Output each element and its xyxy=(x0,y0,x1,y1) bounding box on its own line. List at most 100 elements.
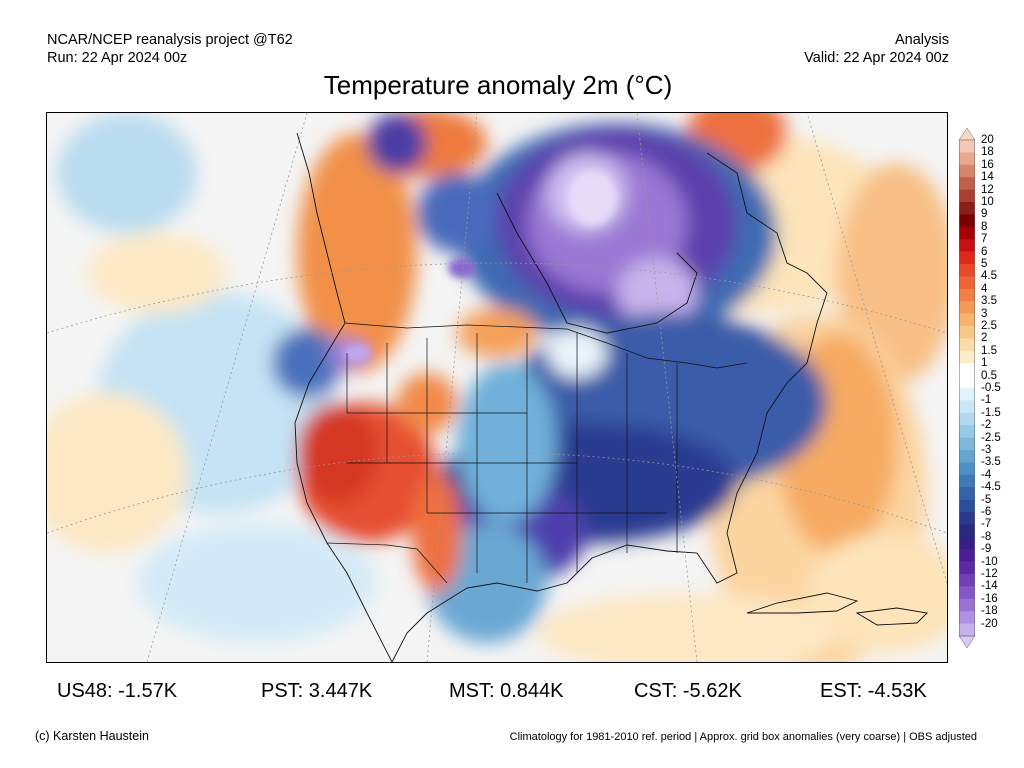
colorbar-swatch xyxy=(959,301,975,314)
anomaly-map-graphic xyxy=(47,113,947,662)
colorbar-label: -2 xyxy=(981,419,992,432)
anomaly-map xyxy=(46,112,948,663)
colorbar-swatch xyxy=(959,363,975,376)
colorbar-swatch xyxy=(959,425,975,438)
colorbar-label: 4 xyxy=(981,282,988,295)
colorbar-swatch xyxy=(959,450,975,463)
colorbar-swatch xyxy=(959,412,975,426)
analysis-label: Analysis xyxy=(895,32,949,48)
colorbar-label: 10 xyxy=(981,196,994,208)
colorbar-swatch xyxy=(959,499,975,513)
colorbar-label: -2.5 xyxy=(981,431,1001,444)
colorbar-label: 4.5 xyxy=(981,270,997,283)
colorbar-label: -4 xyxy=(981,468,992,481)
colorbar-label: 6 xyxy=(981,245,988,258)
colorbar-swatch xyxy=(959,214,975,228)
anomaly-extremes xyxy=(343,170,617,362)
colorbar-swatch xyxy=(959,226,975,240)
colorbar-swatch xyxy=(959,598,975,612)
colorbar-swatch xyxy=(959,611,975,624)
colorbar-swatch xyxy=(959,177,975,190)
colorbar-swatch xyxy=(959,561,975,575)
colorbar-swatch xyxy=(959,202,975,215)
colorbar-swatch xyxy=(959,375,975,389)
colorbar-label: 16 xyxy=(981,158,994,171)
colorbar-swatch xyxy=(959,288,975,302)
colorbar-label: -18 xyxy=(981,605,998,618)
colorbar-label: -8 xyxy=(981,530,992,543)
colorbar-bottom-arrow xyxy=(959,635,975,648)
colorbar-label: -12 xyxy=(981,568,998,580)
region-stat: EST: -4.53K xyxy=(820,680,927,702)
colorbar-label: 12 xyxy=(981,183,994,196)
run-time: Run: 22 Apr 2024 00z xyxy=(47,50,188,66)
colorbar-label: -14 xyxy=(981,580,998,593)
colorbar-label: -0.5 xyxy=(981,382,1001,394)
colorbar-swatch xyxy=(959,264,975,277)
colorbar-swatch xyxy=(959,474,975,488)
colorbar-label: -1 xyxy=(981,394,992,407)
colorbar-swatch xyxy=(959,189,975,203)
colorbar-swatch xyxy=(959,313,975,327)
header-right: Analysis Valid: 22 Apr 2024 00z xyxy=(804,31,949,67)
colorbar-label: 20 xyxy=(981,134,994,146)
colorbar-swatch xyxy=(959,524,975,538)
colorbar-swatch xyxy=(959,586,975,600)
colorbar-swatch xyxy=(959,350,975,364)
region-stat: MST: 0.844K xyxy=(449,680,564,702)
colorbar xyxy=(959,128,975,648)
borders xyxy=(326,322,748,584)
colorbar-label: -6 xyxy=(981,506,992,518)
colorbar-label: -3 xyxy=(981,444,992,456)
header-left: NCAR/NCEP reanalysis project @T62 Run: 2… xyxy=(47,31,293,67)
colorbar-swatch xyxy=(959,388,975,401)
map-title: Temperature anomaly 2m (°C) xyxy=(323,70,673,100)
colorbar-label: -16 xyxy=(981,592,998,605)
colorbar-swatch xyxy=(959,338,975,352)
colorbar-swatch xyxy=(959,140,975,153)
colorbar-label: 3 xyxy=(981,307,988,320)
graticule xyxy=(47,113,947,662)
colorbar-swatch xyxy=(959,536,975,550)
colorbar-label: -10 xyxy=(981,555,998,568)
colorbar-label: -9 xyxy=(981,543,992,556)
valid-time: Valid: 22 Apr 2024 00z xyxy=(804,50,949,66)
colorbar-label: 7 xyxy=(981,233,988,246)
colorbar-label: -4.5 xyxy=(981,481,1001,494)
colorbar-swatch xyxy=(959,437,975,451)
colorbar-label: 2 xyxy=(981,332,988,345)
colorbar-label: 0.5 xyxy=(981,369,997,382)
regional-stats: US48: -1.57K PST: 3.447K MST: 0.844K CST: -… xyxy=(0,680,1024,704)
colorbar-label: -5 xyxy=(981,493,992,506)
colorbar-swatch xyxy=(959,512,975,525)
colorbar-label: 9 xyxy=(981,208,988,221)
colorbar-label: -20 xyxy=(981,617,998,630)
anomaly-field xyxy=(47,113,947,662)
colorbar-label: -3.5 xyxy=(981,456,1001,469)
region-stat: US48: -1.57K xyxy=(57,680,178,702)
colorbar-label: 18 xyxy=(981,146,994,159)
colorbar-label: 8 xyxy=(981,220,988,233)
coastlines xyxy=(294,132,928,662)
colorbar-swatch xyxy=(959,574,975,587)
colorbar-top-arrow xyxy=(959,128,975,141)
colorbar-swatch xyxy=(959,462,975,476)
colorbar-swatch xyxy=(959,164,975,178)
colorbar-label: 14 xyxy=(981,171,994,184)
colorbar-swatch xyxy=(959,239,975,252)
colorbar-label: -1.5 xyxy=(981,406,1001,419)
colorbar-swatch xyxy=(959,623,975,637)
climatology-note: Climatology for 1981-2010 ref. period | … xyxy=(509,731,977,743)
colorbar-label: 3.5 xyxy=(981,295,997,308)
colorbar-label: 1 xyxy=(981,357,988,370)
colorbar-label: -7 xyxy=(981,518,992,531)
colorbar-label: 2.5 xyxy=(981,320,997,332)
colorbar-labels: 20 18 16 14 12 10 9 8 7 6 5 4.5 4 3.5 3 2.5 2 1.5 1 0.5 -0.5… xyxy=(981,128,1021,648)
copyright: (c) Karsten Haustein xyxy=(35,729,149,743)
colorbar-swatch xyxy=(959,326,975,339)
colorbar-label: 1.5 xyxy=(981,344,997,357)
region-stat: CST: -5.62K xyxy=(634,680,742,702)
colorbar-swatch xyxy=(959,251,975,265)
model-name: NCAR/NCEP reanalysis project @T62 xyxy=(47,32,293,48)
colorbar-swatch xyxy=(959,400,975,414)
